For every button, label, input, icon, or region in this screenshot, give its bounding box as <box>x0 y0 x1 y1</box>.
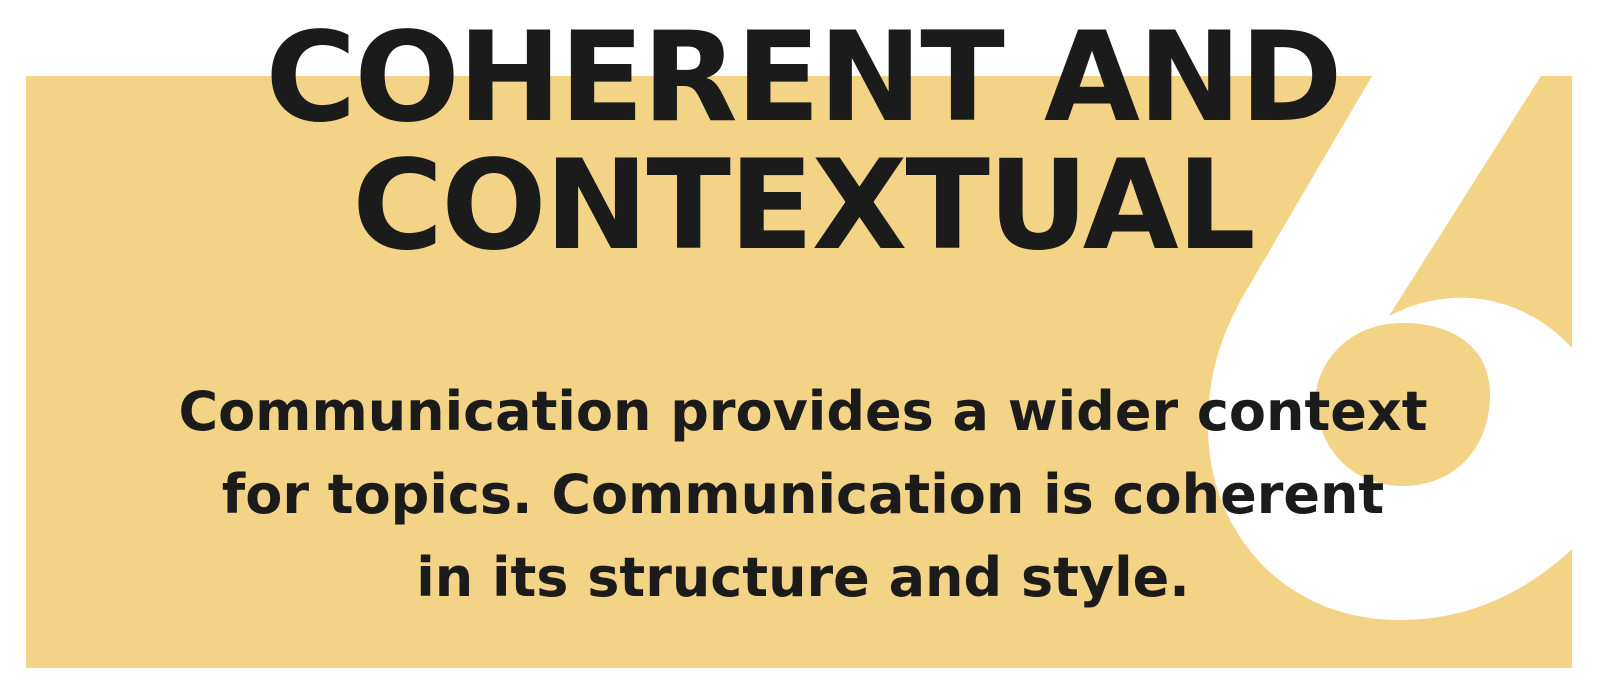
description-line-1: Communication provides a wider context <box>178 380 1428 443</box>
description-line-3: in its structure and style. <box>416 546 1190 609</box>
title-line-1: COHERENT AND <box>265 6 1342 150</box>
description-line-2: for topics. Communication is coherent <box>221 463 1385 526</box>
six-numeral-stroke <box>1208 76 1572 620</box>
highlight-panel <box>26 76 1572 668</box>
title-line-2: CONTEXTUAL <box>352 134 1256 278</box>
six-numeral-graphic <box>1208 76 1572 620</box>
page-title: COHERENT AND CONTEXTUAL <box>0 14 1606 270</box>
description-paragraph: Communication provides a wider context f… <box>100 370 1506 619</box>
